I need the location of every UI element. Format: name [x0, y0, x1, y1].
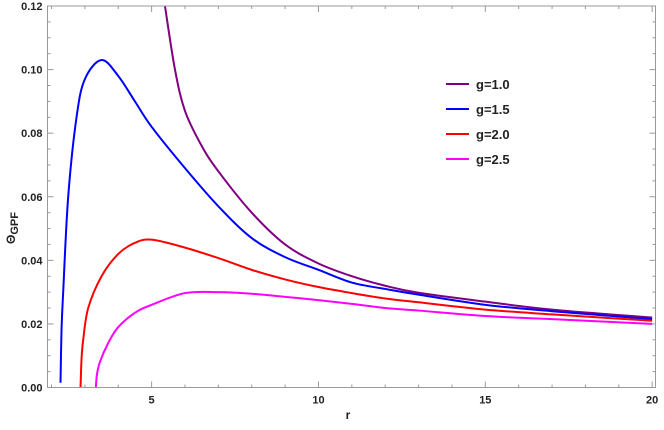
- legend-label: g=2.0: [476, 127, 510, 142]
- legend-label: g=2.5: [476, 152, 510, 167]
- legend: g=1.0 g=1.5 g=2.0 g=2.5: [446, 77, 510, 167]
- y-axis-label: ΘGPF: [4, 212, 21, 244]
- y-tick-label: 0.00: [21, 383, 42, 395]
- series-line-g=1.5: [59, 59, 653, 383]
- x-tick-label: 20: [646, 395, 658, 407]
- y-tick-label: 0.02: [21, 319, 42, 331]
- y-tick-label: 0.06: [21, 192, 42, 204]
- legend-label: g=1.5: [476, 102, 510, 117]
- y-tick-label: 0.12: [21, 1, 42, 13]
- y-tick-label: 0.08: [21, 128, 42, 140]
- y-tick-label: 0.04: [21, 255, 43, 267]
- axis-ticks: 5 10 15 20 0.00 0.02 0.04 0.06 0.08 0.10 0.12: [21, 1, 658, 407]
- plot-frame: [47, 5, 656, 388]
- plot-area: [59, 6, 653, 388]
- x-tick-label: 10: [312, 395, 324, 407]
- series-line-g=2.0: [79, 238, 653, 388]
- series-line-g=2.5: [94, 290, 653, 388]
- series-line-g=1.0: [163, 6, 653, 319]
- y-tick-label: 0.10: [21, 65, 42, 77]
- x-tick-label: 15: [479, 395, 491, 407]
- x-tick-label: 5: [149, 395, 155, 407]
- x-axis-label: r: [346, 408, 351, 422]
- legend-label: g=1.0: [476, 77, 510, 92]
